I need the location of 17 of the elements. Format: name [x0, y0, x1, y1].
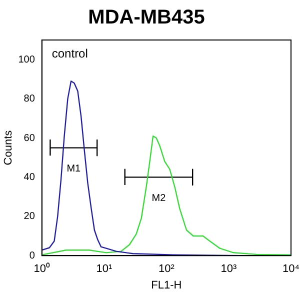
y-tick-label: 100 [18, 54, 36, 66]
x-axis-title: FL1-H [151, 279, 182, 292]
y-axis-title: Counts [2, 130, 15, 166]
y-tick-label: 60 [24, 132, 36, 144]
x-tick-label: 10⁰ [34, 262, 50, 276]
annotation: control [52, 46, 88, 60]
x-tick-label: 10¹ [96, 263, 112, 276]
series-label: M2 [152, 192, 166, 204]
y-tick-label: 40 [24, 172, 36, 183]
y-tick-label: 80 [24, 94, 36, 105]
x-tick-label: 10³ [220, 263, 238, 276]
chart-title: MDA-MB435 [88, 6, 205, 29]
x-tick-label: 10⁴ [282, 263, 300, 276]
y-tick-label: 0 [29, 250, 36, 262]
series-label: M1 [66, 163, 82, 174]
y-tick-label: 20 [24, 211, 36, 222]
x-tick-label: 10² [158, 263, 175, 276]
